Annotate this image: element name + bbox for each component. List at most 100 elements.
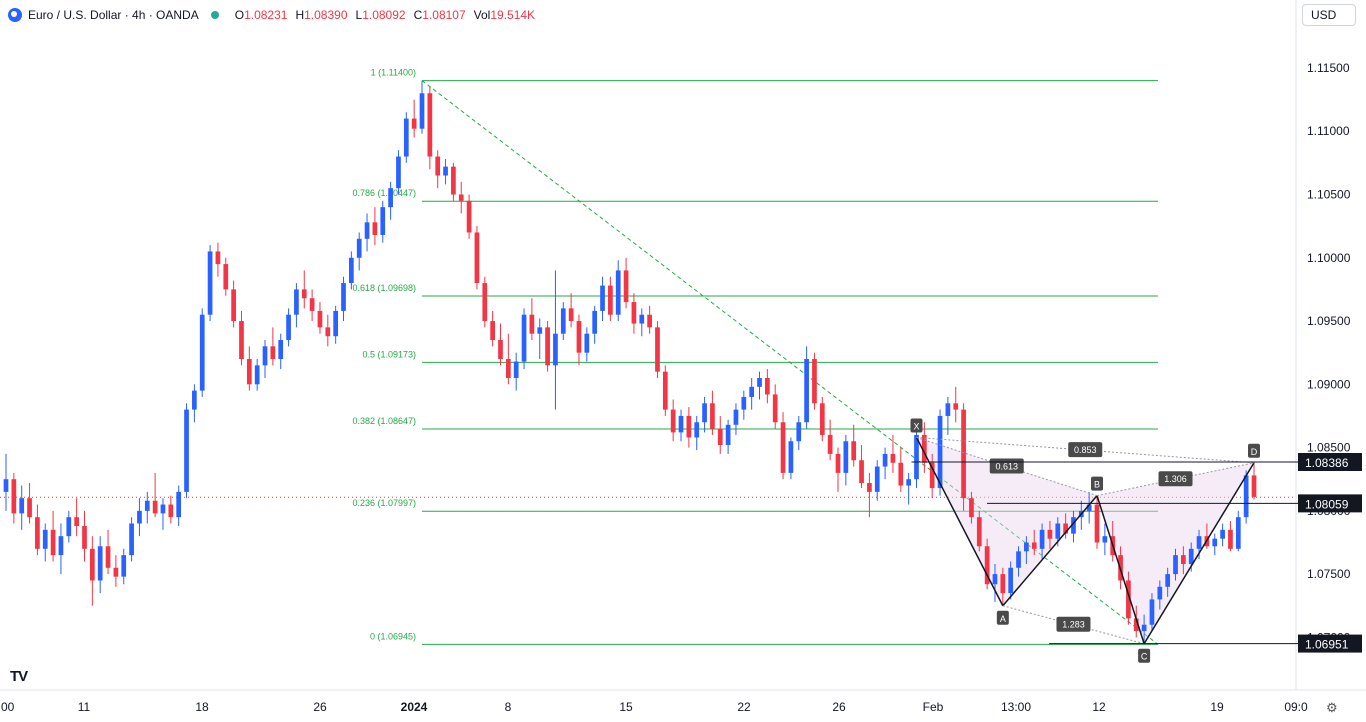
candle-body: [655, 327, 660, 372]
candle-body: [1126, 580, 1131, 619]
candle-body: [835, 453, 841, 473]
time-tick-label: 09:0: [1284, 700, 1308, 714]
candle-up: [521, 308, 527, 370]
candle-up: [380, 200, 386, 243]
candle-body: [592, 310, 598, 334]
candle-body: [560, 308, 566, 334]
candle-down: [772, 384, 778, 429]
low-label: L: [355, 8, 363, 22]
candle-up: [58, 523, 64, 575]
candle-body: [372, 222, 378, 235]
candle-down: [490, 310, 495, 347]
price-tick-label: 1.07500: [1307, 567, 1351, 581]
candle-up: [945, 396, 951, 435]
candle-up: [1102, 523, 1108, 556]
candle-down: [372, 207, 378, 246]
candle-down: [953, 386, 959, 423]
pattern-ratio-label: 0.853: [1074, 445, 1097, 455]
candle-body: [969, 498, 974, 518]
candle-up: [1149, 593, 1155, 632]
candle-up: [639, 308, 645, 337]
candle-body: [231, 289, 236, 322]
candle-up: [733, 403, 739, 435]
time-tick-label: 8: [505, 700, 512, 714]
pattern-point-label: A: [1000, 614, 1006, 624]
candle-down: [1031, 529, 1037, 556]
candle-up: [615, 260, 621, 322]
candle-body: [443, 166, 448, 176]
candle-up: [184, 403, 189, 499]
price-tick-label: 1.09000: [1307, 377, 1351, 391]
candle-body: [521, 314, 527, 362]
candle-body: [1031, 542, 1037, 549]
tradingview-logo[interactable]: TV: [10, 668, 28, 685]
candle-up: [992, 563, 998, 602]
candle-up: [1173, 548, 1178, 581]
candle-body: [396, 156, 401, 189]
candle-down: [835, 447, 841, 492]
close-label: C: [413, 8, 423, 22]
price-axis[interactable]: 1.11500 1.11000 1.10500 1.10000 1.09500 1.090…: [1307, 61, 1351, 644]
symbol-title[interactable]: Euro / U.S. Dollar · 4h · OANDA: [28, 8, 199, 22]
candle-body: [733, 409, 739, 425]
time-tick-label: 26: [832, 700, 846, 714]
pattern-leg-line: [915, 437, 1004, 607]
settings-gear-icon[interactable]: ⚙: [1326, 700, 1338, 715]
candle-up: [19, 485, 25, 530]
harmonic-pattern[interactable]: X A B C D 0.853 0.613 1.306 1.283: [910, 418, 1260, 663]
price-marker-box: [1298, 453, 1362, 472]
candle-body: [867, 483, 872, 492]
candle-body: [1055, 523, 1061, 539]
candle-body: [874, 466, 880, 492]
candle-body: [929, 462, 935, 489]
candle-body: [741, 396, 747, 410]
candle-up: [1071, 510, 1076, 543]
candle-body: [82, 526, 87, 549]
candle-body: [113, 567, 119, 577]
candle-body: [1141, 624, 1147, 632]
candle-down: [961, 403, 966, 511]
candle-body: [144, 500, 150, 511]
candlestick-series: [3, 80, 1257, 644]
candle-body: [137, 510, 142, 524]
price-tick-label: 1.08500: [1307, 441, 1351, 455]
time-tick-label: 15: [619, 700, 633, 714]
candle-body: [19, 498, 25, 514]
candle-down: [239, 310, 244, 366]
candle-body: [411, 118, 417, 129]
candle-up: [1235, 510, 1241, 552]
fibonacci-retracement[interactable]: 1 (1.11400) 0.786 (1.10447) 0.618 (1.09698…: [0, 68, 1296, 645]
candle-up: [192, 384, 197, 423]
candle-body: [765, 377, 770, 395]
candle-body: [1094, 504, 1100, 543]
pattern-ratio-badge: [1056, 616, 1091, 632]
candle-up: [1243, 470, 1249, 524]
candle-up: [3, 453, 9, 511]
time-axis[interactable]: :00 11 18 26 2024 8 15 22 26 Feb 13:00 12 19 09:0: [0, 700, 1308, 714]
candle-down: [670, 399, 676, 442]
candle-body: [953, 403, 959, 410]
open-label: O: [234, 8, 245, 22]
candle-body: [1008, 567, 1014, 594]
candle-body: [215, 251, 221, 265]
currency-selector[interactable]: USD: [1302, 4, 1356, 26]
candle-up: [278, 333, 284, 370]
candle-body: [129, 523, 134, 556]
candle-body: [576, 321, 582, 353]
candle-body: [97, 546, 103, 581]
candle-down: [270, 327, 276, 366]
candle-body: [812, 359, 817, 404]
candle-up: [121, 548, 127, 585]
candle-body: [223, 264, 229, 290]
candle-body: [914, 434, 919, 480]
candle-down: [301, 270, 307, 309]
candle-down: [466, 194, 472, 239]
candle-down: [921, 422, 927, 473]
candle-body: [757, 377, 762, 387]
candle-body: [898, 462, 904, 486]
price-marker-label: 1.08059: [1305, 497, 1349, 511]
candle-body: [403, 118, 409, 157]
candle-down: [113, 555, 119, 587]
candle-up: [97, 536, 103, 594]
